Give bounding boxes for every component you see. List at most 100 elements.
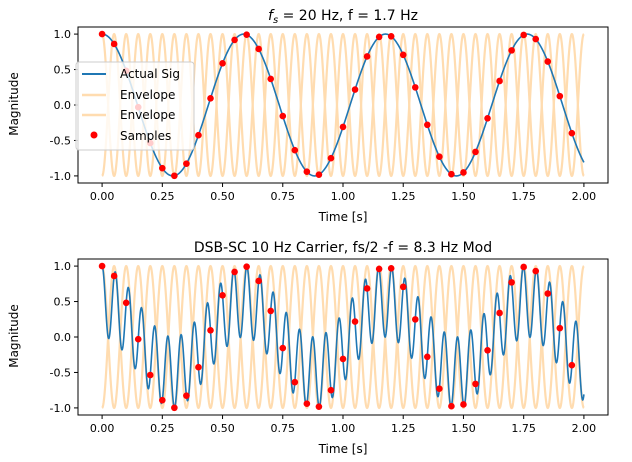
sample-point xyxy=(448,170,455,178)
y-tick-label: 0.5 xyxy=(54,296,72,309)
sample-point xyxy=(351,318,359,325)
sample-point xyxy=(243,263,250,270)
x-tick-label: 1.00 xyxy=(331,190,356,203)
sample-point xyxy=(231,36,238,44)
bottom-xlabel: Time [s] xyxy=(318,442,368,456)
legend-label: Envelope xyxy=(120,88,175,102)
sample-point xyxy=(556,324,564,332)
sample-point xyxy=(327,386,335,394)
sample-point xyxy=(387,33,395,40)
sample-point xyxy=(303,400,311,408)
sample-point xyxy=(460,169,467,176)
sample-point xyxy=(146,371,154,379)
x-tick-label: 1.50 xyxy=(451,190,476,203)
y-tick-label: 1.0 xyxy=(54,260,72,273)
sample-point xyxy=(520,263,527,271)
sample-point xyxy=(183,392,190,399)
sample-point xyxy=(279,112,287,120)
sample-point xyxy=(339,355,347,363)
y-tick-label: -0.5 xyxy=(50,366,71,379)
sample-point xyxy=(484,346,491,354)
sample-point xyxy=(448,402,455,410)
sample-point xyxy=(255,45,262,53)
sample-point xyxy=(399,51,407,59)
sample-point xyxy=(424,353,431,361)
sample-point xyxy=(496,77,503,85)
x-tick-label: 0.00 xyxy=(90,422,115,435)
sample-point xyxy=(195,131,202,139)
x-tick-label: 1.25 xyxy=(391,422,416,435)
sample-point xyxy=(110,272,118,280)
sample-point xyxy=(195,363,202,371)
sample-point xyxy=(472,380,479,388)
envelope-line xyxy=(101,264,585,410)
sample-point xyxy=(134,335,142,343)
sample-point xyxy=(532,35,540,43)
axes-frame xyxy=(77,258,609,416)
legend-label: Actual Sig xyxy=(120,67,180,81)
y-tick-label: -0.5 xyxy=(50,134,71,147)
sample-point xyxy=(339,123,347,131)
sample-point xyxy=(363,285,371,292)
sample-point xyxy=(387,265,395,272)
legend-label: Samples xyxy=(120,129,171,143)
sample-point xyxy=(159,164,166,172)
y-tick-label: -1.0 xyxy=(50,402,71,415)
x-tick-label: 0.50 xyxy=(210,422,235,435)
sample-point xyxy=(568,361,576,369)
sample-point xyxy=(267,75,275,83)
sample-point xyxy=(436,385,443,392)
sample-point xyxy=(472,148,479,156)
sample-point xyxy=(460,401,467,408)
sample-point xyxy=(363,53,371,60)
sample-point xyxy=(411,316,419,323)
sample-point xyxy=(183,160,190,167)
sample-point xyxy=(436,153,443,160)
x-tick-label: 0.25 xyxy=(150,190,175,203)
sample-point xyxy=(171,172,178,180)
bottom-axes: 0.00 0.25 0.50 0.75 1.00 1.25 1.50 1.75 2.00 -1.0… xyxy=(50,258,609,435)
sample-point xyxy=(219,292,226,299)
y-tick-label: -1.0 xyxy=(50,170,71,183)
sample-point xyxy=(508,47,515,54)
x-tick-label: 0.75 xyxy=(271,190,296,203)
top-ylabel: Magnitude xyxy=(7,72,21,136)
sample-point xyxy=(243,31,250,38)
sample-point xyxy=(110,40,118,48)
envelope-line xyxy=(101,264,585,410)
sample-point xyxy=(171,404,178,412)
sample-point xyxy=(231,268,238,276)
sample-point xyxy=(520,31,527,39)
y-tick-label: 0.5 xyxy=(54,64,72,77)
x-tick-label: 2.00 xyxy=(572,190,597,203)
sample-point xyxy=(303,168,311,176)
sample-point xyxy=(375,33,383,41)
sample-point xyxy=(219,60,226,67)
sample-point xyxy=(508,279,515,286)
sample-point xyxy=(267,307,275,315)
sample-point xyxy=(424,121,431,129)
sample-point xyxy=(291,146,299,154)
sample-point xyxy=(399,283,407,291)
sample-point xyxy=(484,114,491,122)
legend-label: Envelope xyxy=(120,108,175,122)
x-tick-label: 2.00 xyxy=(572,422,597,435)
sample-point xyxy=(532,267,540,275)
y-tick-label: 0.0 xyxy=(54,331,72,344)
x-tick-label: 0.25 xyxy=(150,422,175,435)
sample-point xyxy=(351,86,359,93)
top-xlabel: Time [s] xyxy=(318,210,368,224)
sample-point xyxy=(122,299,130,307)
sample-point xyxy=(255,277,262,285)
x-tick-label: 0.50 xyxy=(210,190,235,203)
sample-point xyxy=(98,30,106,38)
x-tick-label: 1.50 xyxy=(451,422,476,435)
top-title: fs = 20 Hz, f = 1.7 Hz xyxy=(268,8,418,26)
sample-point xyxy=(279,344,287,352)
signal-line xyxy=(101,265,585,409)
x-tick-label: 1.75 xyxy=(511,190,536,203)
sample-point xyxy=(315,171,323,178)
x-tick-label: 1.00 xyxy=(331,422,356,435)
legend-swatch-samples xyxy=(90,131,98,139)
